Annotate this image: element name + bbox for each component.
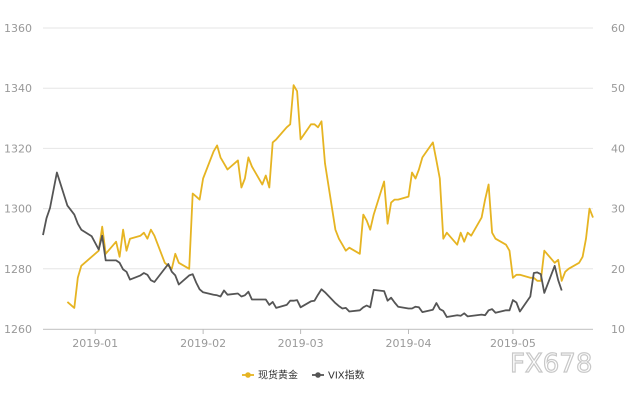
y-left-tick-label: 1280 [4, 263, 32, 276]
legend-item-gold[interactable]: 现货黄金 [242, 369, 298, 382]
y-left-tick-label: 1360 [4, 22, 32, 35]
x-tick-label: 2019-04 [386, 337, 432, 350]
y-left-tick-label: 1320 [4, 142, 32, 155]
y-right-tick-label: 60 [611, 22, 625, 35]
legend-label: 现货黄金 [258, 369, 298, 382]
x-tick-label: 2019-05 [490, 337, 536, 350]
series-layer [42, 84, 594, 318]
y-left-tick-label: 1340 [4, 82, 32, 95]
legend-swatch-dot [245, 372, 251, 378]
y-right-tick-label: 20 [611, 263, 625, 276]
legend[interactable]: 现货黄金 VIX指数 [242, 369, 365, 382]
series-line-vix [42, 171, 563, 318]
watermark: FX678 [509, 348, 593, 379]
watermark-text: FX678 [510, 349, 592, 379]
legend-swatch-dot [315, 372, 321, 378]
grid-layer [43, 27, 593, 330]
axis-layer: 1260 10 1280 20 1300 30 1320 40 1340 50 1360 60 2019… [4, 22, 625, 350]
y-right-tick-label: 40 [611, 142, 625, 155]
y-left-tick-label: 1260 [4, 323, 32, 336]
x-tick-label: 2019-03 [278, 337, 324, 350]
x-tick-label: 2019-01 [72, 337, 118, 350]
y-right-tick-label: 50 [611, 82, 625, 95]
legend-item-vix[interactable]: VIX指数 [312, 369, 365, 382]
y-right-tick-label: 10 [611, 323, 625, 336]
y-left-tick-label: 1300 [4, 203, 32, 216]
x-tick-label: 2019-02 [180, 337, 226, 350]
y-right-tick-label: 30 [611, 203, 625, 216]
legend-label: VIX指数 [328, 369, 365, 382]
